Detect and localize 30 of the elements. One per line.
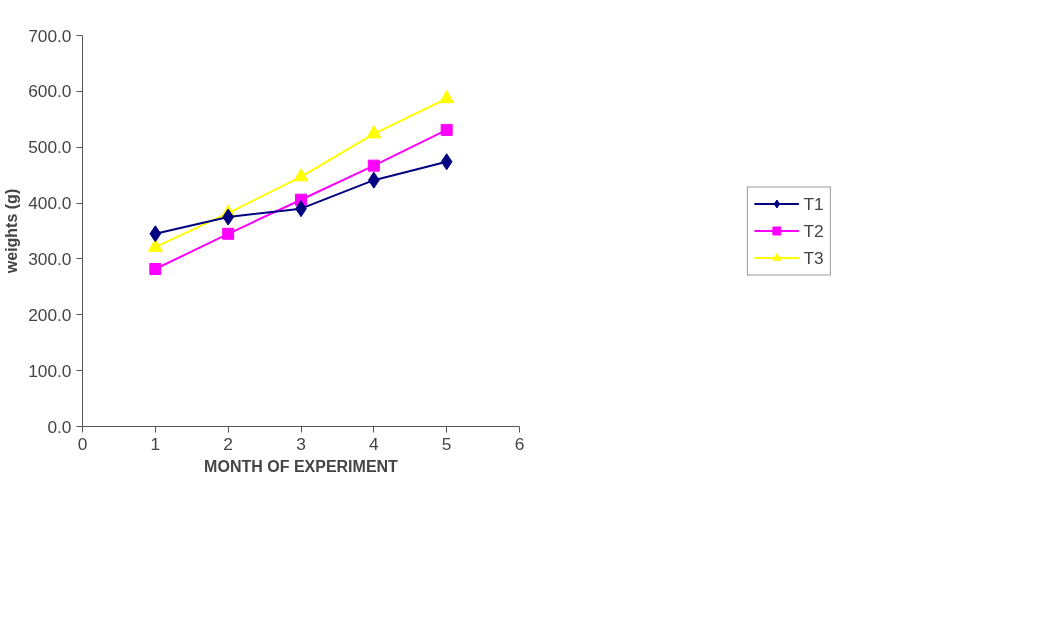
x-tick-label: 6 bbox=[514, 433, 525, 454]
y-tick-label: 100.0 bbox=[28, 360, 72, 381]
y-tick-label: 0.0 bbox=[47, 416, 72, 437]
point bbox=[366, 125, 382, 139]
point bbox=[147, 238, 163, 252]
point bbox=[149, 262, 162, 275]
y-tick-label: 400.0 bbox=[28, 193, 72, 214]
y-tick-label: 200.0 bbox=[28, 304, 72, 325]
x-tick-label: 3 bbox=[296, 433, 306, 454]
x-tick-label: 4 bbox=[369, 433, 380, 454]
x-tick-label: 0 bbox=[77, 433, 88, 454]
point bbox=[149, 225, 162, 243]
point bbox=[222, 227, 235, 240]
legend-label: T2 bbox=[803, 220, 824, 241]
x-tick-label: 5 bbox=[441, 433, 452, 454]
x-tick-label: 1 bbox=[150, 433, 161, 454]
x-axis-title: MONTH OF EXPERIMENT bbox=[204, 457, 399, 475]
point bbox=[440, 123, 453, 136]
legend-label: T3 bbox=[803, 247, 824, 268]
y-tick-label: 500.0 bbox=[28, 137, 72, 158]
point bbox=[367, 159, 380, 172]
y-tick-label: 600.0 bbox=[28, 81, 72, 102]
legend-label: T1 bbox=[803, 193, 824, 214]
y-tick-label: 300.0 bbox=[28, 248, 72, 269]
point bbox=[439, 90, 455, 104]
point bbox=[440, 153, 453, 171]
y-tick-label: 700.0 bbox=[28, 25, 72, 46]
y-axis-title: weights (g) bbox=[3, 188, 21, 275]
point bbox=[293, 168, 309, 182]
x-tick-label: 2 bbox=[223, 433, 233, 454]
